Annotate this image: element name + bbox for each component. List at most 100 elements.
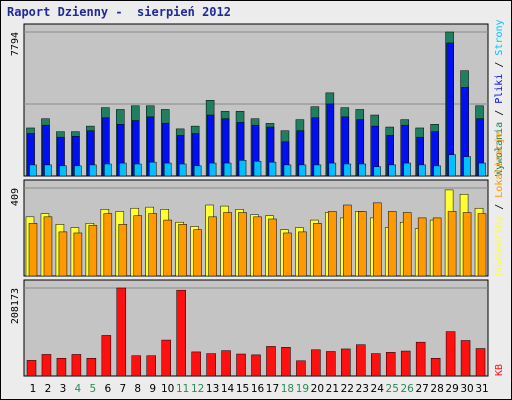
bar-sites-day-25 [387,211,397,277]
bar-pages-day-30 [463,156,471,177]
bar-kb-day-3 [56,357,67,377]
bar-sites-day-28 [432,217,442,277]
x-tick-22: 22 [341,383,354,395]
x-tick-12: 12 [191,383,204,395]
bar-kb-day-17 [266,346,276,377]
legend-top: Wywołania / Pliki / Strony [494,19,505,176]
bar-kb-day-11 [176,289,186,377]
bar-sites-day-5 [88,225,98,277]
chart-title: Raport Dzienny - sierpień 2012 [7,5,231,19]
bar-sites-day-11 [178,224,187,277]
bar-kb-day-24 [371,353,381,377]
x-tick-29: 29 [445,383,458,395]
bar-pages-day-17 [268,161,277,177]
bar-pages-day-15 [238,160,247,177]
bar-sites-day-19 [298,231,307,277]
legend-entry-middle-0: Odwiedziny [494,216,505,276]
bar-sites-day-31 [477,213,487,277]
bar-pages-day-25 [388,164,396,177]
bar-sites-day-29 [447,211,457,277]
x-tick-5: 5 [90,383,97,395]
legend-bottom: KB [494,364,505,376]
x-tick-25: 25 [386,383,399,395]
x-tick-15: 15 [236,383,249,395]
x-tick-labels: 1 2 3 4 5 6 7 8 9 10 11 12 13 14 15 16 17 18 19 20 21 22 23 24 2… [30,383,489,395]
bar-sites-day-22 [343,204,352,277]
bar-pages-day-19 [298,164,307,177]
bar-sites-day-2 [43,216,53,277]
legend-middle: Odwiedziny / Lokalizacje [494,131,505,276]
bar-pages-day-29 [448,154,456,177]
bar-pages-day-23 [358,163,367,177]
bars [25,31,487,377]
x-tick-17: 17 [266,383,279,395]
bar-pages-day-13 [208,162,217,177]
bar-sites-day-4 [73,232,83,277]
legend-entry-middle-1: / [494,198,505,216]
gridlines [24,31,488,289]
y-tick-bottom: 208173 [10,288,21,324]
bar-kb-day-8 [131,355,142,377]
bar-pages-day-27 [418,164,426,177]
bar-kb-day-1 [26,360,37,377]
bar-kb-day-16 [251,354,261,377]
x-tick-2: 2 [45,383,52,395]
legend-entry-top-1: / [494,104,505,122]
bar-kb-day-4 [71,354,82,377]
legend-entry-top-0: Wywołania [494,122,505,176]
x-tick-16: 16 [251,383,265,395]
bar-pages-day-26 [403,162,411,177]
bar-kb-day-28 [430,357,441,377]
bar-kb-day-30 [460,340,471,377]
bar-kb-day-14 [221,350,231,377]
bar-pages-day-2 [44,164,52,177]
bar-sites-day-10 [163,219,172,277]
legend-entry-top-2: Pliki [494,74,505,104]
legend-entry-bottom-0: KB [494,364,505,376]
bar-pages-day-11 [178,163,187,177]
x-tick-14: 14 [221,383,235,395]
bar-sites-day-9 [148,213,157,277]
bar-kb-day-26 [400,350,411,377]
bar-pages-day-16 [253,160,262,177]
bar-sites-day-13 [208,216,217,277]
bar-kb-day-7 [116,287,127,377]
bar-kb-day-23 [356,344,366,377]
x-tick-10: 10 [161,383,174,395]
bar-pages-day-12 [193,165,202,177]
bar-pages-day-6 [104,163,112,177]
bar-kb-day-21 [326,351,336,377]
bar-sites-day-20 [313,223,322,277]
x-tick-19: 19 [296,383,309,395]
x-tick-31: 31 [475,383,488,395]
y-tick-labels: 7794 409 208173 [10,32,21,324]
y-tick-middle: 409 [10,188,21,206]
bar-pages-day-4 [74,165,82,177]
bar-sites-day-26 [402,212,412,277]
bar-kb-day-10 [161,339,171,377]
bar-sites-day-6 [103,213,113,277]
bar-kb-day-27 [415,341,426,377]
bar-sites-day-18 [283,232,292,277]
bar-kb-day-6 [101,335,112,377]
bar-kb-day-15 [236,353,246,377]
x-tick-3: 3 [60,383,67,395]
bar-sites-day-12 [193,229,202,277]
bar-pages-day-9 [148,161,157,177]
bar-sites-day-21 [328,211,337,277]
bar-sites-day-1 [28,223,38,277]
bar-pages-day-31 [478,162,486,177]
x-tick-6: 6 [104,383,111,395]
bar-kb-day-2 [41,354,52,377]
x-tick-21: 21 [326,383,339,395]
x-tick-9: 9 [149,383,156,395]
bar-sites-day-27 [417,217,427,277]
bar-kb-day-12 [191,351,201,377]
x-tick-28: 28 [430,383,443,395]
bar-sites-day-23 [358,211,367,277]
bar-kb-day-19 [296,360,306,377]
bar-pages-day-21 [328,162,337,177]
x-tick-27: 27 [415,383,428,395]
x-tick-26: 26 [400,383,414,395]
bar-kb-day-5 [86,357,97,377]
